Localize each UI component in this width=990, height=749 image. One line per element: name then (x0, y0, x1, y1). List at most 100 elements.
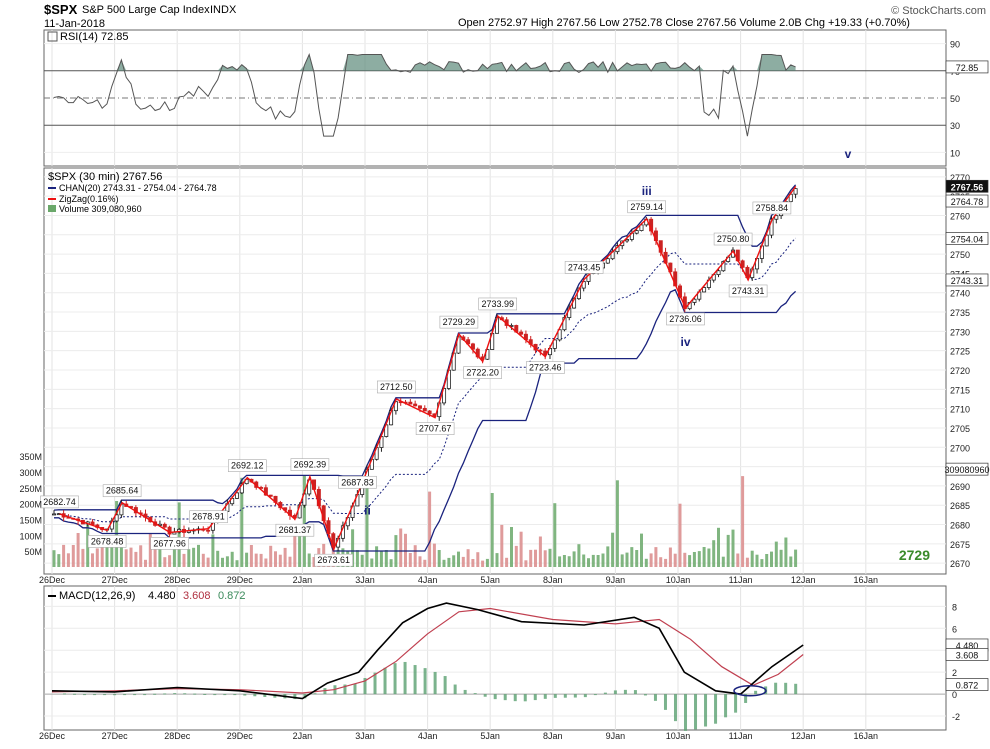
macd-histogram-bar (483, 694, 487, 697)
volume-bar (274, 551, 277, 567)
volume-bar (365, 483, 369, 567)
wave-label: ii (364, 503, 371, 517)
volume-bar (360, 554, 364, 567)
macd-histogram-tag: 0.872 (956, 681, 979, 691)
chan-legend: CHAN(20) 2743.31 - 2754.04 - 2764.78 (59, 183, 217, 193)
volume-bar (245, 552, 249, 567)
volume-bar (452, 555, 456, 567)
pivot-label: 2678.91 (192, 512, 225, 522)
macd-panel (43, 585, 947, 731)
x-tick-label: 27Dec (102, 731, 129, 741)
macd-histogram-bar (453, 684, 457, 695)
macd-histogram-bar (653, 694, 657, 701)
pivot-label: 2750.80 (717, 234, 750, 244)
price-y-tick: 2685 (950, 501, 970, 511)
pivot-label: 2673.61 (317, 555, 350, 565)
pivot-label-box (728, 284, 768, 298)
candle-body (605, 258, 610, 264)
volume-bar (697, 551, 701, 567)
x-tick-label: 28Dec (164, 731, 191, 741)
macd-histogram-bar (714, 694, 718, 724)
pivot-label: 2736.06 (669, 314, 702, 324)
volume-bar (558, 556, 562, 567)
price-y-tick: 2725 (950, 347, 970, 357)
pivot-label-box (87, 535, 127, 548)
macd-histogram-bar (263, 694, 267, 697)
volume-bar (124, 549, 128, 567)
volume-bar (794, 549, 798, 567)
macd-histogram-bar (684, 694, 688, 731)
macd-histogram-bar (724, 694, 728, 718)
volume-bar (384, 550, 388, 567)
macd-histogram-bar (123, 694, 127, 696)
pivot-label-box (439, 315, 479, 329)
volume-bar (615, 480, 619, 567)
macd-histogram-bar (143, 694, 147, 696)
macd-signal-tag: 3.608 (956, 651, 979, 661)
price-y-tick: 2730 (950, 327, 970, 337)
pivot-label: 2733.99 (481, 299, 514, 309)
volume-bar (298, 535, 302, 567)
volume-bar (712, 540, 716, 567)
volume-bar (447, 557, 451, 567)
wave-label: v (845, 147, 852, 161)
macd-y-tick: 8 (952, 602, 957, 612)
macd-histogram-bar (213, 694, 217, 696)
macd-signal-tag-box (945, 648, 989, 661)
macd-histogram-bar (193, 693, 197, 695)
candle-body (408, 401, 413, 405)
x-tick-label: 26Dec (39, 731, 66, 741)
macd-histogram-bar (774, 682, 778, 695)
macd-histogram-bar (563, 694, 567, 698)
volume-bar (765, 554, 769, 567)
volume-bar (649, 553, 653, 567)
volume-bar (534, 549, 537, 567)
pivot-label-box (666, 312, 705, 326)
macd-plot (44, 602, 946, 731)
x-tick-label: 29Dec (227, 575, 254, 585)
price-y-tick: 2715 (950, 385, 970, 395)
candle-body (774, 215, 779, 220)
macd-histogram-bar (734, 694, 738, 713)
x-tick-label: 2Jan (293, 575, 313, 585)
pivot-label-box (415, 422, 455, 435)
macd-y-tick: 6 (952, 624, 957, 634)
volume-bar (389, 559, 393, 567)
macd-legend-name: MACD(12,26,9) (59, 590, 135, 602)
volume-bar (230, 551, 234, 567)
volume-bar (423, 559, 427, 567)
chan-upper-tag-box (945, 194, 989, 208)
macd-y-tick: 0 (952, 690, 957, 700)
volume-bar (201, 553, 205, 567)
chan-mid-tag: 2754.04 (951, 235, 984, 245)
chart-date: 11-Jan-2018 (44, 18, 105, 30)
x-tick-label: 16Jan (854, 731, 879, 741)
x-tick-label: 9Jan (606, 731, 626, 741)
pivot-label: 2722.20 (466, 368, 499, 378)
volume-bar (466, 549, 470, 567)
volume-bar (211, 534, 215, 567)
volume-bar (134, 551, 138, 567)
pivot-label: 2692.12 (231, 461, 264, 471)
rsi-y-tick: 10 (950, 148, 960, 158)
pivot-label-box (290, 458, 330, 471)
volume-y-tick: 350M (19, 452, 42, 462)
macd-histogram-bar (794, 683, 798, 695)
macd-histogram-bar (373, 672, 377, 695)
volume-bar (264, 558, 268, 567)
volume-bar (418, 556, 422, 567)
rsi-plot (53, 53, 796, 137)
target-note: 2729 (899, 547, 930, 563)
volume-bar (249, 545, 253, 567)
candle-body (427, 410, 432, 415)
candle-body (485, 349, 490, 360)
volume-bar (702, 547, 706, 567)
volume-bar (529, 549, 533, 567)
macd-histogram-bar (83, 694, 87, 696)
price-y-tick: 2770 (950, 173, 970, 183)
macd-histogram-bar (113, 694, 117, 696)
zigzag-line (59, 185, 797, 552)
price-y-tick: 2740 (950, 289, 970, 299)
candle-body (769, 218, 774, 236)
